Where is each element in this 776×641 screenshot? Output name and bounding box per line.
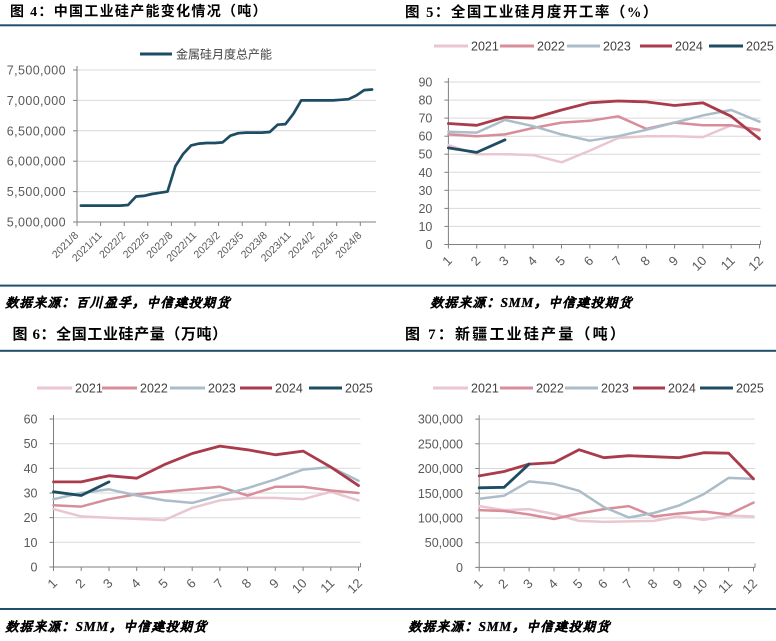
svg-text:4: 4 (545, 576, 561, 592)
svg-text:2: 2 (72, 576, 88, 592)
svg-text:10: 10 (24, 536, 38, 550)
svg-text:50: 50 (418, 148, 432, 162)
svg-text:80: 80 (418, 94, 432, 108)
svg-text:10: 10 (689, 576, 710, 597)
svg-text:2023: 2023 (208, 382, 236, 396)
svg-text:6,000,000: 6,000,000 (7, 155, 66, 169)
svg-text:5: 5 (155, 576, 171, 592)
svg-text:200,000: 200,000 (418, 462, 463, 476)
svg-text:2023: 2023 (601, 382, 629, 396)
svg-text:2022: 2022 (140, 382, 168, 396)
svg-text:30: 30 (24, 487, 38, 501)
svg-text:8: 8 (238, 576, 254, 592)
svg-text:40: 40 (24, 462, 38, 476)
svg-text:0: 0 (456, 561, 463, 575)
svg-text:10: 10 (418, 220, 432, 234)
svg-text:4: 4 (524, 253, 540, 269)
svg-text:2021: 2021 (75, 382, 103, 396)
svg-text:9: 9 (670, 576, 686, 592)
svg-text:7,000,000: 7,000,000 (7, 94, 66, 108)
svg-text:2021: 2021 (471, 40, 499, 54)
svg-text:12: 12 (739, 576, 760, 597)
svg-text:50: 50 (24, 437, 38, 451)
svg-text:100,000: 100,000 (418, 512, 463, 526)
svg-text:1: 1 (439, 253, 455, 269)
svg-text:2021: 2021 (471, 382, 499, 396)
svg-text:10: 10 (289, 576, 310, 597)
svg-text:0: 0 (425, 238, 432, 252)
svg-text:1: 1 (470, 576, 486, 592)
svg-text:6: 6 (581, 253, 597, 269)
svg-text:2024: 2024 (668, 382, 696, 396)
svg-text:1: 1 (44, 576, 60, 592)
svg-text:2024/8: 2024/8 (333, 230, 364, 261)
svg-text:5: 5 (552, 253, 568, 269)
svg-text:300,000: 300,000 (418, 413, 463, 427)
svg-text:7: 7 (609, 253, 625, 269)
svg-text:60: 60 (24, 413, 38, 427)
svg-text:2024: 2024 (275, 382, 303, 396)
svg-text:50,000: 50,000 (425, 536, 463, 550)
svg-text:11: 11 (317, 576, 337, 596)
svg-text:40: 40 (418, 166, 432, 180)
svg-text:60: 60 (418, 130, 432, 144)
svg-text:6: 6 (595, 576, 611, 592)
svg-text:3: 3 (100, 576, 116, 592)
svg-text:250,000: 250,000 (418, 437, 463, 451)
svg-text:9: 9 (266, 576, 282, 592)
svg-text:150,000: 150,000 (418, 487, 463, 501)
svg-text:2023: 2023 (603, 40, 631, 54)
svg-text:4: 4 (128, 576, 144, 592)
svg-text:2025: 2025 (345, 382, 373, 396)
svg-text:8: 8 (637, 253, 653, 269)
svg-text:90: 90 (418, 76, 432, 90)
svg-text:2: 2 (468, 253, 484, 269)
svg-text:5,500,000: 5,500,000 (7, 185, 66, 199)
svg-text:12: 12 (344, 576, 365, 597)
svg-text:2: 2 (495, 576, 511, 592)
svg-text:2025: 2025 (746, 40, 774, 54)
svg-text:2025: 2025 (736, 382, 764, 396)
svg-text:5: 5 (570, 576, 586, 592)
svg-text:70: 70 (418, 112, 432, 126)
svg-text:11: 11 (718, 253, 738, 273)
svg-text:2024: 2024 (675, 40, 703, 54)
svg-text:金属硅月度总产能: 金属硅月度总产能 (176, 46, 272, 63)
svg-text:8: 8 (645, 576, 661, 592)
svg-text:7: 7 (620, 576, 636, 592)
svg-text:20: 20 (418, 202, 432, 216)
svg-text:9: 9 (665, 253, 681, 269)
svg-text:11: 11 (715, 576, 735, 596)
svg-text:12: 12 (745, 253, 766, 274)
svg-text:7,500,000: 7,500,000 (7, 64, 66, 78)
svg-text:20: 20 (24, 511, 38, 525)
svg-text:6: 6 (183, 576, 199, 592)
svg-text:3: 3 (520, 576, 536, 592)
svg-text:2022: 2022 (537, 40, 565, 54)
svg-text:7: 7 (211, 576, 227, 592)
svg-text:2022: 2022 (536, 382, 564, 396)
svg-text:30: 30 (418, 184, 432, 198)
svg-text:6,500,000: 6,500,000 (7, 124, 66, 138)
svg-text:3: 3 (496, 253, 512, 269)
svg-text:5,000,000: 5,000,000 (7, 216, 66, 230)
svg-text:0: 0 (31, 561, 38, 575)
svg-text:10: 10 (689, 253, 710, 274)
